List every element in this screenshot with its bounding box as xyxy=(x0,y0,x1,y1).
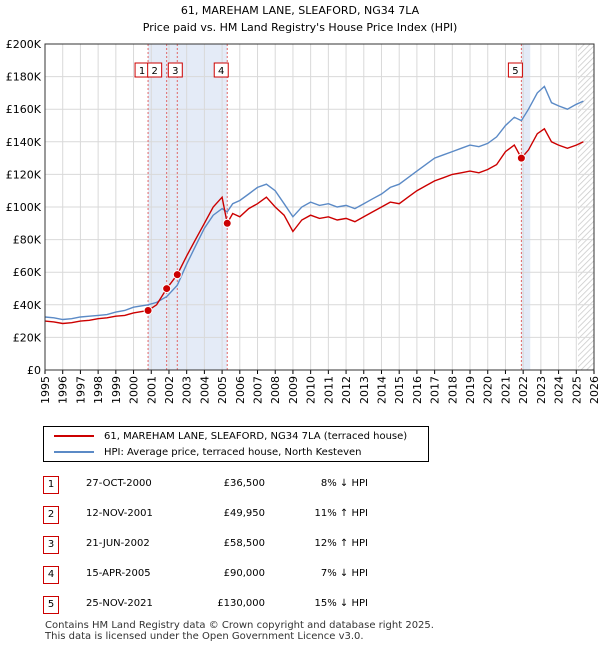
x-tick-label: 2024 xyxy=(553,376,566,404)
x-tick-label: 2014 xyxy=(375,376,388,404)
transaction-hpi: 11% ↑ HPI xyxy=(314,508,368,519)
y-tick-label: £0 xyxy=(27,364,41,377)
sale-number-box xyxy=(507,62,523,78)
x-tick-label: 2011 xyxy=(322,376,335,404)
x-tick-label: 1997 xyxy=(74,376,87,404)
table-row: 4 15-APR-2005 £90,000 7% ↓ HPI xyxy=(43,566,373,584)
x-tick-label: 2012 xyxy=(340,376,353,404)
x-tick-label: 2013 xyxy=(358,376,371,404)
x-tick-label: 1998 xyxy=(92,376,105,404)
sale-point xyxy=(143,306,153,316)
x-tick-label: 2017 xyxy=(429,376,442,404)
y-tick-label: £60K xyxy=(13,266,42,279)
legend: 61, MAREHAM LANE, SLEAFORD, NG34 7LA (te… xyxy=(43,426,429,462)
y-tick-label: £200K xyxy=(6,38,42,51)
plot-frame xyxy=(44,43,595,371)
y-tick-label: £120K xyxy=(6,168,42,181)
x-tick-label: 2018 xyxy=(446,376,459,404)
transaction-price: £58,500 xyxy=(223,538,265,549)
property-series-line xyxy=(44,127,584,325)
chart-title: 61, MAREHAM LANE, SLEAFORD, NG34 7LA xyxy=(181,4,420,17)
legend-swatch-hpi xyxy=(54,451,94,453)
legend-item-property: 61, MAREHAM LANE, SLEAFORD, NG34 7LA (te… xyxy=(54,429,407,445)
x-tick-label: 2000 xyxy=(128,376,141,404)
sale-number-box xyxy=(147,62,163,78)
table-row: 3 21-JUN-2002 £58,500 12% ↑ HPI xyxy=(43,536,373,554)
transaction-hpi: 12% ↑ HPI xyxy=(314,538,368,549)
sale-point xyxy=(172,270,182,280)
x-tick-label: 2009 xyxy=(287,376,300,404)
sale-point xyxy=(222,218,232,228)
transaction-number: 2 xyxy=(43,506,59,524)
sale-number-label: 5 xyxy=(512,66,518,77)
x-tick-label: 1996 xyxy=(57,376,70,404)
legend-label-hpi: HPI: Average price, terraced house, Nort… xyxy=(104,447,362,458)
footer-licence: This data is licensed under the Open Gov… xyxy=(45,631,364,642)
transaction-number: 1 xyxy=(43,476,59,494)
transaction-number: 5 xyxy=(43,596,59,614)
x-tick-label: 2007 xyxy=(252,376,265,404)
x-tick-label: 2020 xyxy=(482,376,495,404)
transaction-date: 12-NOV-2001 xyxy=(86,508,153,519)
transaction-price: £90,000 xyxy=(223,568,265,579)
footer-copyright: Contains HM Land Registry data © Crown c… xyxy=(45,620,434,631)
x-tick-label: 2019 xyxy=(464,376,477,404)
price-chart: 61, MAREHAM LANE, SLEAFORD, NG34 7LA Pri… xyxy=(6,4,600,404)
x-tick-label: 2022 xyxy=(517,376,530,404)
y-tick-label: £180K xyxy=(6,71,42,84)
transaction-date: 21-JUN-2002 xyxy=(86,538,150,549)
transaction-hpi: 7% ↓ HPI xyxy=(320,568,368,579)
sale-point xyxy=(516,153,526,163)
transaction-date: 15-APR-2005 xyxy=(86,568,151,579)
sale-number-box xyxy=(167,62,183,78)
transaction-price: £36,500 xyxy=(223,478,265,489)
legend-label-property: 61, MAREHAM LANE, SLEAFORD, NG34 7LA (te… xyxy=(104,431,408,442)
transaction-number: 4 xyxy=(43,566,59,584)
chart-subtitle: Price paid vs. HM Land Registry's House … xyxy=(143,21,458,34)
x-tick-label: 2010 xyxy=(305,376,318,404)
x-tick-label: 2002 xyxy=(163,376,176,404)
x-tick-label: 1999 xyxy=(110,376,123,404)
y-tick-label: £20K xyxy=(13,331,42,344)
transaction-date: 27-OCT-2000 xyxy=(86,478,152,489)
sale-number-label: 3 xyxy=(172,66,178,77)
x-tick-label: 2003 xyxy=(181,376,194,404)
x-tick-label: 2006 xyxy=(234,376,247,404)
x-tick-label: 2026 xyxy=(588,376,600,404)
y-tick-label: £80K xyxy=(13,234,42,247)
transaction-price: £49,950 xyxy=(223,508,265,519)
transaction-hpi: 15% ↓ HPI xyxy=(314,598,368,609)
y-tick-label: £140K xyxy=(6,136,42,149)
table-row: 5 25-NOV-2021 £130,000 15% ↓ HPI xyxy=(43,596,373,614)
x-tick-label: 2004 xyxy=(198,376,211,404)
sale-number-box xyxy=(213,62,229,78)
table-row: 1 27-OCT-2000 £36,500 8% ↓ HPI xyxy=(43,476,373,494)
legend-swatch-property xyxy=(54,435,94,437)
x-tick-label: 2005 xyxy=(216,376,229,404)
x-tick-label: 2021 xyxy=(499,376,512,404)
y-tick-label: £40K xyxy=(13,299,42,312)
sale-number-label: 4 xyxy=(218,66,224,77)
transaction-number: 3 xyxy=(43,536,59,554)
transaction-hpi: 8% ↓ HPI xyxy=(320,478,368,489)
x-tick-label: 1995 xyxy=(39,376,52,404)
table-row: 2 12-NOV-2001 £49,950 11% ↑ HPI xyxy=(43,506,373,524)
sale-number-label: 1 xyxy=(139,66,145,77)
x-tick-label: 2008 xyxy=(269,376,282,404)
sale-number-label: 2 xyxy=(151,66,157,77)
x-tick-label: 2016 xyxy=(411,376,424,404)
transaction-date: 25-NOV-2021 xyxy=(86,598,153,609)
transaction-price: £130,000 xyxy=(217,598,265,609)
sale-point xyxy=(162,284,172,294)
x-tick-label: 2015 xyxy=(393,376,406,404)
footer: Contains HM Land Registry data © Crown c… xyxy=(45,620,434,642)
legend-item-hpi: HPI: Average price, terraced house, Nort… xyxy=(54,445,362,461)
x-tick-label: 2001 xyxy=(145,376,158,404)
x-tick-label: 2025 xyxy=(570,376,583,404)
x-tick-label: 2023 xyxy=(535,376,548,404)
y-tick-label: £100K xyxy=(6,201,42,214)
hpi-series-line xyxy=(44,85,584,321)
y-tick-label: £160K xyxy=(6,103,42,116)
